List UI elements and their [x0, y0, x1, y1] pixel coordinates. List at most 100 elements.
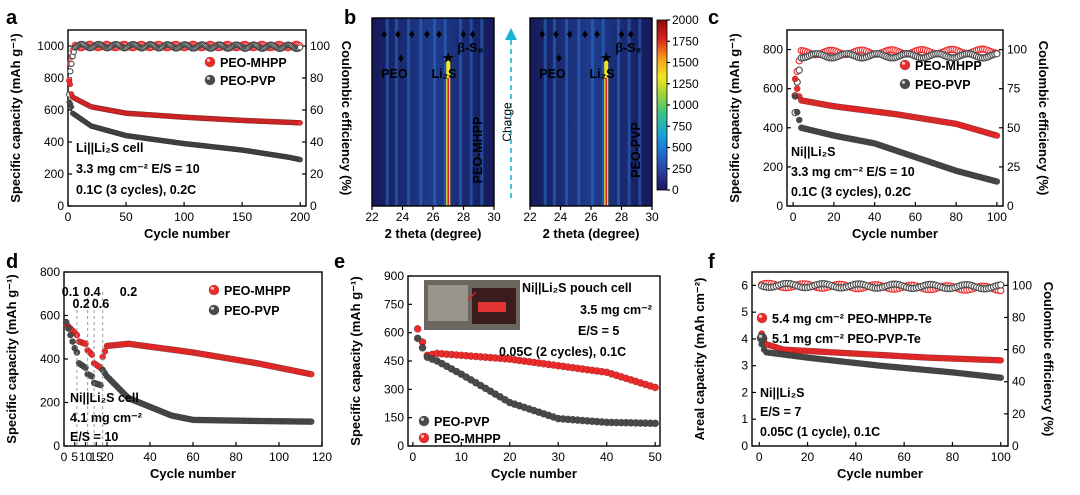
plot-frame-a	[67, 29, 307, 207]
y2-tick-label-c: 50	[1007, 121, 1021, 135]
y2-tick-label-f: 40	[1012, 375, 1026, 389]
data-point	[651, 383, 660, 392]
x-tick-label-f: 80	[946, 450, 960, 464]
x-tick-label-b: 28	[615, 210, 629, 224]
colorbar-tick-label: 1000	[672, 98, 699, 112]
x-axis-title-a: Cycle number	[144, 226, 230, 241]
legend-label-c-0: PEO-MHPP	[915, 59, 982, 73]
data-point	[67, 81, 74, 88]
inset-photo-wire	[467, 291, 477, 301]
panel-label-a: a	[6, 7, 18, 29]
y-tick-label-a: 0	[57, 199, 64, 213]
x-tick-label-a: 150	[232, 210, 252, 224]
data-point	[413, 334, 422, 343]
legend-marker-highlight	[758, 334, 763, 338]
y-axis-title-f: Areal capacity (mAh cm⁻²)	[692, 278, 707, 441]
y-tick-label-e: 750	[384, 297, 404, 311]
series-e-peo-mhpp	[413, 325, 660, 392]
series-f-peo-pvp-te	[758, 340, 1005, 382]
y-tick-label-f: 4	[741, 332, 748, 346]
diffraction-streak	[407, 18, 411, 206]
annotation-e-3: 0.05C (2 cycles), 0.1C	[499, 345, 626, 359]
diamond-marker: ♦	[582, 27, 588, 41]
data-point	[297, 44, 304, 51]
diamond-marker: ♦	[553, 27, 559, 41]
heatmap-label-li2s: Li₂S	[431, 67, 456, 81]
y2-tick-label-c: 25	[1007, 160, 1021, 174]
legend-marker	[418, 415, 430, 427]
diamond-marker: ♦	[398, 51, 404, 65]
y2-tick-label-f: 100	[1012, 278, 1032, 292]
series-a-peo-pvp-ce	[66, 40, 304, 98]
y2-tick-label-a: 0	[310, 199, 317, 213]
rate-label: 0.6	[92, 297, 109, 311]
y2-tick-label-c: 100	[1007, 43, 1027, 57]
y-axis-title-d: Specific capacity (mAh g⁻¹)	[4, 274, 19, 443]
data-point	[791, 93, 799, 100]
y-tick-label-a: 200	[44, 167, 64, 181]
x-tick-label-a: 200	[290, 210, 310, 224]
x-tick-label-f: 60	[897, 450, 911, 464]
x-tick-label-d: 15	[90, 450, 104, 464]
x-tick-label-d: 40	[143, 450, 157, 464]
colorbar-tick-label: 0	[672, 183, 679, 197]
data-point	[297, 156, 304, 163]
annotation-d-0: Ni||Li₂S cell	[70, 391, 139, 405]
x-tick-label-a: 100	[174, 210, 194, 224]
diffraction-streak	[543, 18, 547, 206]
x-tick-label-e: 40	[600, 450, 614, 464]
data-point	[793, 85, 801, 93]
legend-label-d-1: PEO-PVP	[224, 304, 280, 318]
heatmap-background	[372, 18, 494, 206]
panel-label-c: c	[708, 7, 719, 29]
legend-marker-e-1	[418, 432, 430, 444]
diffraction-streak	[591, 18, 595, 206]
inset-photo	[424, 280, 520, 330]
x-tick-label-c: 40	[868, 210, 882, 224]
heatmap-background	[530, 18, 652, 206]
y2-tick-label-f: 80	[1012, 310, 1026, 324]
data-point	[997, 356, 1005, 364]
series-d-peo-mhpp	[62, 320, 315, 378]
legend-label-d-0: PEO-MHPP	[224, 284, 291, 298]
annotation-e-2: E/S = 5	[578, 324, 619, 338]
y-tick-label-a: 1000	[37, 39, 64, 53]
diffraction-streak	[458, 18, 462, 206]
li2s-peak-core	[447, 78, 450, 206]
x-tick-label-d: 80	[229, 450, 243, 464]
colorbar-tick-label: 1750	[672, 34, 699, 48]
x-tick-label-b: 22	[523, 210, 537, 224]
x-tick-label-b: 28	[457, 210, 471, 224]
series-c-peo-pvp	[791, 93, 1001, 185]
annotation-e-1: 3.5 mg cm⁻²	[580, 303, 652, 317]
y-tick-label-e: 0	[397, 439, 404, 453]
series-a-peo-pvp	[66, 99, 304, 163]
legend-marker	[899, 78, 911, 90]
y2-tick-label-a: 20	[310, 167, 324, 181]
heatmap-label-peo: PEO	[539, 67, 566, 81]
legend-marker	[208, 304, 220, 316]
rate-label: 0.4	[83, 285, 100, 299]
diffraction-streak	[601, 18, 605, 206]
data-point	[993, 178, 1001, 185]
series-c-peo-pvp-ce	[791, 50, 1001, 117]
rate-label: 0.2	[73, 297, 90, 311]
colorbar-tick-label: 500	[672, 141, 692, 155]
charge-label: Charge	[500, 102, 514, 142]
legend-label-a-0: PEO-MHPP	[220, 56, 287, 70]
data-point	[307, 370, 315, 378]
x-tick-label-f: 100	[991, 450, 1011, 464]
inset-photo-led	[478, 302, 506, 312]
x-axis-title-c: Cycle number	[852, 226, 938, 241]
legend-label-e-1: PEO-MHPP	[434, 432, 501, 446]
legend-marker-f-1	[756, 332, 768, 344]
plot-frame-f	[751, 271, 1009, 447]
y2-axis-title-f: Coulombic efficiency (%)	[1041, 282, 1056, 437]
y-tick-label-a: 800	[44, 71, 64, 85]
y2-tick-label-f: 60	[1012, 343, 1026, 357]
x-tick-label-c: 100	[987, 210, 1007, 224]
diffraction-streak	[419, 18, 423, 206]
x-tick-label-d: 120	[312, 450, 332, 464]
data-point	[997, 374, 1005, 382]
diamond-marker: ♦	[436, 27, 442, 41]
